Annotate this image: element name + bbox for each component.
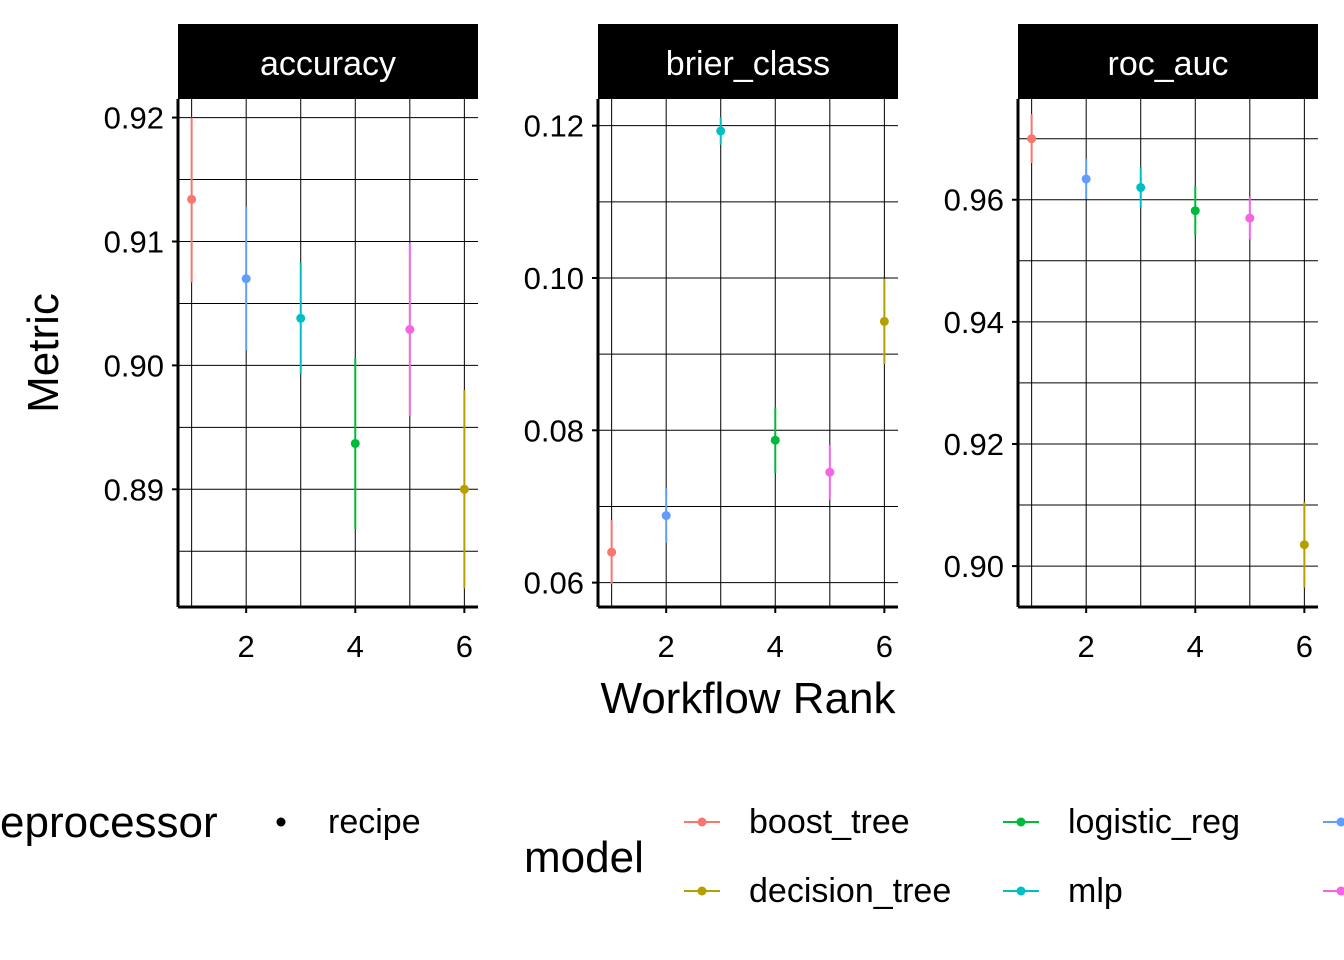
legend-label: decision_tree — [749, 872, 951, 910]
data-point — [459, 484, 469, 494]
legend-key-point — [1336, 817, 1344, 827]
legend-label: mlp — [1068, 872, 1123, 910]
facet-title: roc_auc — [1108, 45, 1229, 83]
data-point — [1081, 174, 1091, 184]
y-axis-title: Metric — [19, 293, 68, 413]
facet-title: brier_class — [666, 45, 830, 83]
legend-key-point — [1016, 817, 1026, 827]
data-point — [187, 194, 197, 204]
x-axis-title: Workflow Rank — [600, 674, 896, 723]
legend-label: logistic_reg — [1068, 803, 1240, 841]
y-tick-label: 0.92 — [944, 427, 1004, 462]
data-point — [879, 316, 889, 326]
legend-label-recipe: recipe — [328, 803, 421, 841]
data-point — [1136, 183, 1146, 193]
y-tick-label: 0.91 — [104, 224, 164, 259]
x-tick-label: 2 — [1078, 629, 1095, 664]
legend-key-point — [697, 886, 707, 896]
facet-title: accuracy — [260, 45, 396, 83]
x-tick-label: 6 — [1296, 629, 1313, 664]
legend-key-point — [276, 817, 286, 827]
grid-lines — [178, 99, 478, 607]
data-point — [1027, 134, 1037, 144]
facet-strip — [178, 24, 478, 99]
facet-strip — [1018, 24, 1318, 99]
legend-title-model: model — [524, 833, 644, 882]
x-tick-label: 6 — [876, 629, 893, 664]
facet-strip — [598, 24, 898, 99]
y-tick-label: 0.90 — [104, 348, 164, 383]
y-tick-label: 0.90 — [944, 549, 1004, 584]
data-point — [661, 511, 671, 521]
x-tick-label: 2 — [658, 629, 675, 664]
legend-label: boost_tree — [749, 803, 910, 841]
x-tick-label: 4 — [1187, 629, 1204, 664]
data-point — [1190, 206, 1200, 216]
y-tick-label: 0.96 — [944, 183, 1004, 218]
x-tick-label: 6 — [456, 629, 473, 664]
facet-panels: accuracy 0.89 0.90 0.91 0.92 2 4 6 brier_class 0.… — [104, 24, 1318, 664]
y-tick-label: 0.08 — [524, 413, 584, 448]
data-point — [1245, 213, 1255, 223]
x-tick-label: 4 — [347, 629, 364, 664]
legend-key-point — [697, 817, 707, 827]
y-tick-label: 0.12 — [524, 109, 584, 144]
y-tick-label: 0.94 — [944, 305, 1004, 340]
legend: eprocessor recipe model boost_tree logistic_… — [0, 798, 1344, 910]
grid-lines — [598, 99, 898, 607]
data-point — [1299, 540, 1309, 550]
x-tick-label: 2 — [238, 629, 255, 664]
data-point — [405, 324, 415, 334]
facet-brier_class: brier_class 0.06 0.08 0.10 0.12 2 4 6 — [524, 24, 898, 664]
data-point — [825, 467, 835, 477]
legend-key-point — [1016, 886, 1026, 896]
y-tick-label: 0.92 — [104, 101, 164, 136]
x-tick-label: 4 — [767, 629, 784, 664]
facet-accuracy: accuracy 0.89 0.90 0.91 0.92 2 4 6 — [104, 24, 478, 664]
legend-title-preprocessor: eprocessor — [0, 798, 218, 847]
data-point — [607, 547, 617, 557]
data-point — [296, 313, 306, 323]
data-point — [350, 438, 360, 448]
y-tick-label: 0.89 — [104, 472, 164, 507]
facet-roc_auc: roc_auc 0.90 0.92 0.94 0.96 2 4 6 — [944, 24, 1318, 664]
y-tick-label: 0.10 — [524, 261, 584, 296]
data-point — [241, 274, 251, 284]
data-point — [716, 126, 726, 136]
data-point — [770, 435, 780, 445]
grid-lines — [1018, 99, 1318, 607]
y-tick-label: 0.06 — [524, 566, 584, 601]
legend-key-point — [1336, 886, 1344, 896]
